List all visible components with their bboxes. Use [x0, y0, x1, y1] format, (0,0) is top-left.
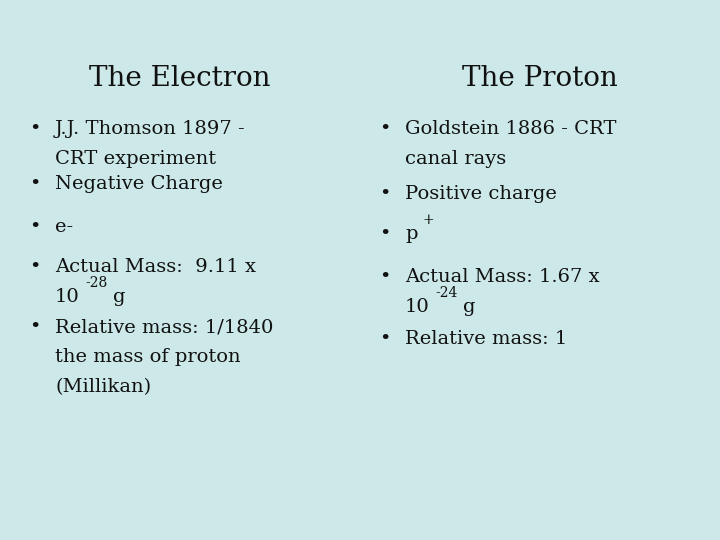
Text: CRT experiment: CRT experiment: [55, 150, 216, 168]
Text: •: •: [379, 268, 391, 286]
Text: Actual Mass:  9.11 x: Actual Mass: 9.11 x: [55, 258, 256, 276]
Text: The Proton: The Proton: [462, 65, 618, 92]
Text: •: •: [30, 120, 41, 138]
Text: +: +: [423, 213, 435, 227]
Text: •: •: [379, 225, 391, 243]
Text: the mass of proton: the mass of proton: [55, 348, 240, 366]
Text: Positive charge: Positive charge: [405, 185, 557, 203]
Text: (Millikan): (Millikan): [55, 378, 151, 396]
Text: p: p: [405, 225, 418, 243]
Text: 10: 10: [55, 288, 80, 306]
Text: Negative Charge: Negative Charge: [55, 175, 223, 193]
Text: J.J. Thomson 1897 -: J.J. Thomson 1897 -: [55, 120, 246, 138]
Text: Relative mass: 1: Relative mass: 1: [405, 330, 567, 348]
Text: •: •: [379, 120, 391, 138]
Text: Actual Mass: 1.67 x: Actual Mass: 1.67 x: [405, 268, 600, 286]
Text: •: •: [30, 218, 41, 236]
Text: canal rays: canal rays: [405, 150, 506, 168]
Text: Relative mass: 1/1840: Relative mass: 1/1840: [55, 318, 274, 336]
Text: •: •: [30, 258, 41, 276]
Text: •: •: [379, 330, 391, 348]
Text: 10: 10: [405, 298, 430, 316]
Text: -24: -24: [435, 286, 457, 300]
Text: Goldstein 1886 - CRT: Goldstein 1886 - CRT: [405, 120, 616, 138]
Text: g: g: [113, 288, 125, 306]
Text: -28: -28: [85, 276, 107, 290]
Text: g: g: [463, 298, 475, 316]
Text: The Electron: The Electron: [89, 65, 271, 92]
Text: •: •: [30, 318, 41, 336]
Text: •: •: [379, 185, 391, 203]
Text: •: •: [30, 175, 41, 193]
Text: e-: e-: [55, 218, 73, 236]
